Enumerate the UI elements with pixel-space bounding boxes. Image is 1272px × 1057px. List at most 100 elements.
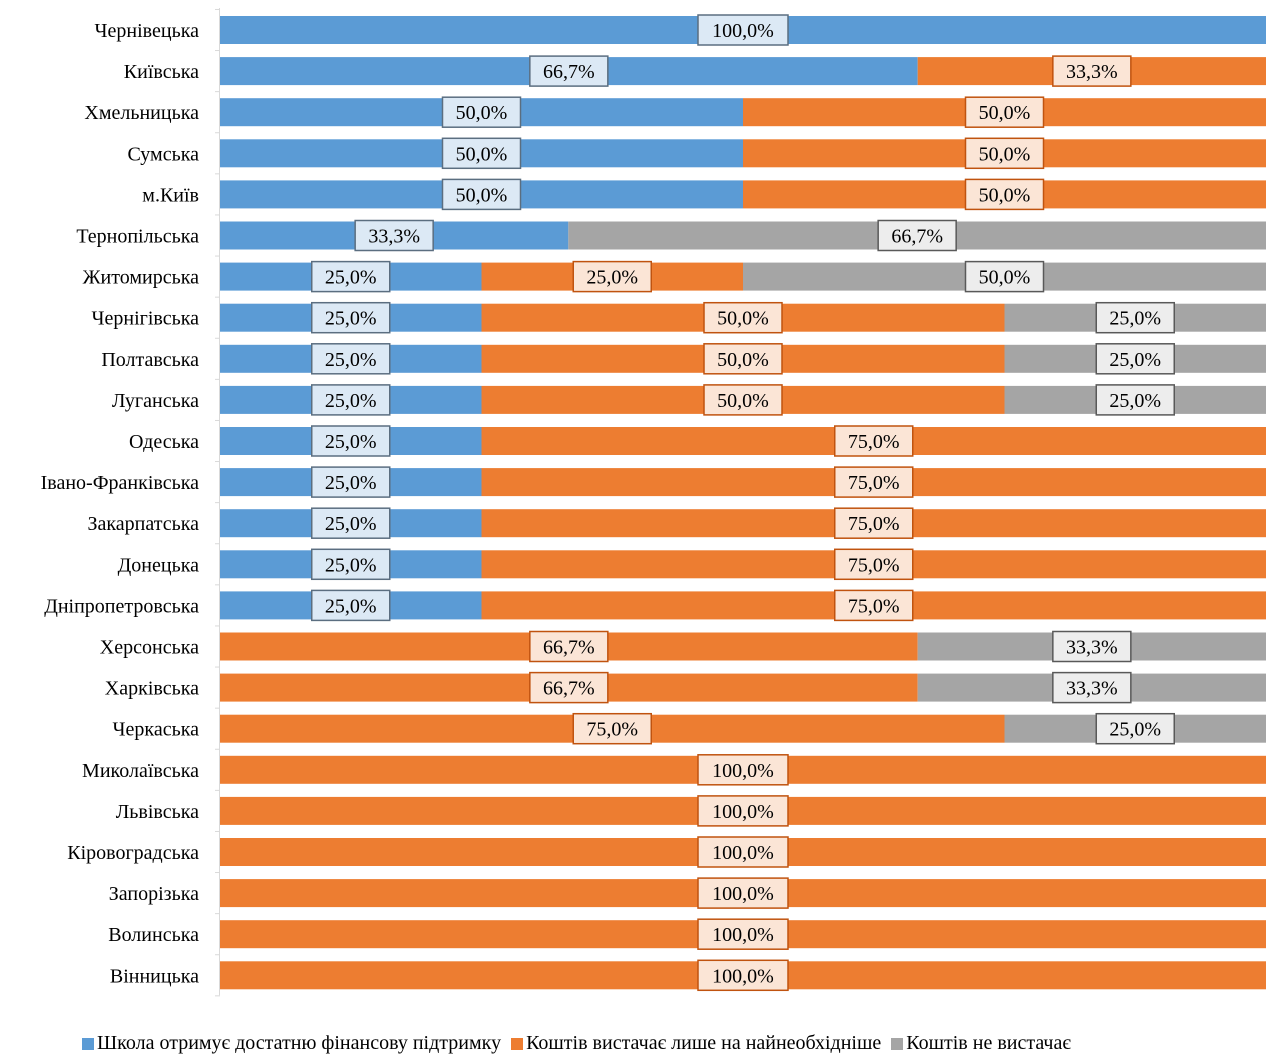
category-label: Дніпропетровська <box>44 595 199 617</box>
data-label: 100,0% <box>712 965 774 987</box>
legend-label-sufficient: Школа отримує достатню фінансову підтрим… <box>97 1032 502 1054</box>
data-label: 75,0% <box>848 513 900 535</box>
data-label: 50,0% <box>979 143 1031 165</box>
data-label: 66,7% <box>891 226 943 248</box>
category-label: Кіровоградська <box>67 842 199 864</box>
data-label-box <box>697 754 789 786</box>
data-label-box <box>1095 712 1175 745</box>
category-label: Херсонська <box>100 637 199 659</box>
data-label-box <box>311 548 391 581</box>
data-label: 25,0% <box>1109 390 1161 412</box>
data-label-box <box>1095 384 1175 416</box>
data-label: 25,0% <box>325 595 377 617</box>
legend-swatch-sufficient <box>82 1037 94 1050</box>
data-label: 75,0% <box>848 431 900 453</box>
data-label-box <box>354 219 434 252</box>
data-label-box <box>1095 301 1175 334</box>
data-label-box <box>964 96 1045 128</box>
category-label: Чернігівська <box>91 308 199 330</box>
data-label-box <box>964 260 1045 293</box>
legend-label-insufficient: Коштів не вистачає <box>906 1032 1071 1054</box>
legend-item-sufficient: Школа отримує достатню фінансову підтрим… <box>82 1032 501 1055</box>
data-label-box <box>311 301 391 334</box>
category-label: Донецька <box>118 554 199 576</box>
data-label: 100,0% <box>712 924 774 946</box>
data-label: 100,0% <box>712 883 774 905</box>
legend-swatch-essentials <box>511 1037 524 1050</box>
data-label: 25,0% <box>1109 349 1161 371</box>
category-label: Хмельницька <box>84 102 199 124</box>
data-label: 50,0% <box>717 390 769 412</box>
data-label-box <box>529 671 609 704</box>
data-label: 50,0% <box>456 143 508 165</box>
data-label: 66,7% <box>543 61 595 83</box>
data-label: 25,0% <box>586 267 638 289</box>
stacked-bar-chart: Чернівецька Київська Хмельницька Сумська м.К… <box>41 8 1266 997</box>
data-label-box <box>697 877 789 909</box>
data-label-box <box>441 137 522 170</box>
data-label-box <box>964 137 1045 170</box>
data-label-box <box>311 589 391 622</box>
data-label: 25,0% <box>325 308 377 330</box>
data-label-box <box>834 548 914 581</box>
data-label-box <box>1095 343 1175 375</box>
data-label: 25,0% <box>325 472 377 494</box>
category-label: м.Київ <box>142 184 199 206</box>
data-label: 75,0% <box>848 472 900 494</box>
data-label: 33,3% <box>1066 678 1118 700</box>
data-label-box <box>877 219 957 252</box>
data-label-box <box>697 959 789 992</box>
data-label: 25,0% <box>325 431 377 453</box>
legend-label-essentials: Коштів вистачає лише на найнеобхідніше <box>526 1032 882 1054</box>
category-label: Черкаська <box>113 719 200 741</box>
data-label-box <box>1052 671 1132 704</box>
data-label-box <box>834 589 914 622</box>
data-label: 100,0% <box>712 842 774 864</box>
category-label: Сумська <box>127 143 199 165</box>
data-label: 33,3% <box>1066 637 1118 659</box>
category-label: Волинська <box>108 924 199 946</box>
data-label-box <box>1052 630 1132 663</box>
category-label: Івано-Франківська <box>41 472 199 494</box>
data-label: 33,3% <box>368 226 420 248</box>
data-label-box <box>311 425 391 457</box>
data-label-box <box>703 301 783 334</box>
data-label-box <box>441 178 522 211</box>
data-label: 50,0% <box>456 102 508 124</box>
data-label: 50,0% <box>456 184 508 206</box>
data-label-box <box>572 712 652 745</box>
data-label: 75,0% <box>848 554 900 576</box>
data-label: 50,0% <box>979 102 1031 124</box>
data-label: 25,0% <box>325 554 377 576</box>
data-label-box <box>529 55 609 87</box>
data-label: 100,0% <box>712 760 774 782</box>
data-label: 33,3% <box>1066 61 1118 83</box>
data-label-box <box>703 343 783 375</box>
data-label-box <box>311 466 391 498</box>
data-label-box <box>697 918 789 950</box>
data-label-box <box>572 260 652 293</box>
data-label: 25,0% <box>325 513 377 535</box>
category-label: Львівська <box>116 801 199 823</box>
category-label: Миколаївська <box>82 760 199 782</box>
category-label: Житомирська <box>83 267 199 289</box>
category-label: Харківська <box>105 678 199 700</box>
data-label-box <box>834 425 914 457</box>
data-label-box <box>311 507 391 539</box>
data-label: 50,0% <box>979 184 1031 206</box>
data-label-box <box>703 384 783 416</box>
data-label-box <box>441 96 522 128</box>
legend-swatch-insufficient <box>891 1037 904 1050</box>
data-label-box <box>311 260 391 293</box>
legend-item-insufficient: Коштів не вистачає <box>891 1032 1071 1055</box>
data-label: 75,0% <box>586 719 638 741</box>
data-label: 25,0% <box>325 349 377 371</box>
data-label: 25,0% <box>325 390 377 412</box>
data-label-box <box>697 795 789 827</box>
category-label: Одеська <box>129 431 199 453</box>
data-label: 25,0% <box>325 267 377 289</box>
data-label: 66,7% <box>543 637 595 659</box>
data-label-box <box>311 384 391 416</box>
data-label-box <box>834 507 914 539</box>
data-label: 66,7% <box>543 678 595 700</box>
